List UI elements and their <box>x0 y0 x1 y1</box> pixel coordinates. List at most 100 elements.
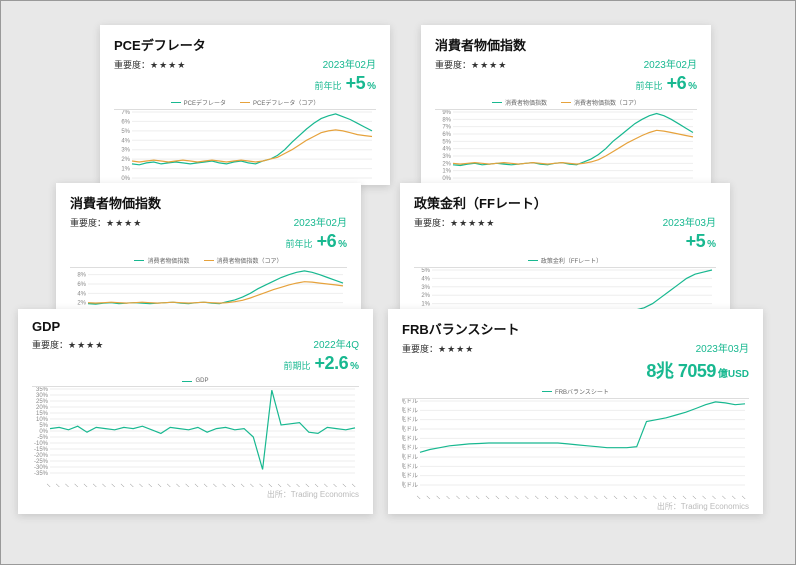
svg-text:|: | <box>416 495 421 499</box>
svg-text:5%: 5% <box>421 268 430 274</box>
svg-text:35%: 35% <box>36 387 49 393</box>
svg-text:-5%: -5% <box>37 435 48 441</box>
importance: 重要度：★★★★ <box>402 342 474 355</box>
svg-text:|: | <box>148 483 153 487</box>
card-ffr: 政策金利（FFレート）重要度：★★★★★2023年03月+5%政策金利（FFレー… <box>400 183 730 311</box>
svg-text:|: | <box>102 483 107 487</box>
svg-text:20%: 20% <box>36 405 49 411</box>
legend-item: GDP <box>182 378 208 384</box>
svg-text:1兆ドル: 1兆ドル <box>402 472 418 480</box>
svg-text:|: | <box>505 495 510 499</box>
card-value: 8兆 7059億USD <box>402 357 749 383</box>
importance: 重要度：★★★★★ <box>414 216 495 229</box>
svg-text:-10%: -10% <box>34 441 49 447</box>
legend-item: 消費者物価指数（コア） <box>204 256 283 265</box>
legend-swatch <box>240 102 250 103</box>
svg-text:|: | <box>682 495 687 499</box>
card-title: 消費者物価指数 <box>70 193 347 212</box>
svg-text:5兆ドル: 5兆ドル <box>402 434 418 442</box>
svg-text:|: | <box>342 483 347 487</box>
svg-text:|: | <box>166 483 171 487</box>
svg-text:|: | <box>324 483 329 487</box>
svg-text:0%: 0% <box>39 429 48 435</box>
svg-text:|: | <box>287 483 292 487</box>
svg-text:|: | <box>222 483 227 487</box>
svg-text:4兆ドル: 4兆ドル <box>402 444 418 452</box>
importance-label: 重要度： <box>414 218 450 228</box>
svg-text:|: | <box>456 495 461 499</box>
value-unit: % <box>338 239 347 250</box>
card-cpi_top: 消費者物価指数重要度：★★★★2023年02月前年比+6%消費者物価指数消費者物… <box>421 25 711 185</box>
legend-item: 消費者物価指数（コア） <box>561 98 640 107</box>
svg-text:-25%: -25% <box>34 459 49 465</box>
importance-label: 重要度： <box>32 340 68 350</box>
importance: 重要度：★★★★ <box>32 338 104 351</box>
legend-swatch <box>492 102 502 103</box>
svg-text:0%: 0% <box>442 176 451 180</box>
svg-text:30%: 30% <box>36 393 49 399</box>
importance-stars: ★★★★ <box>438 344 474 354</box>
chart-area: 0%1%2%3%4%5%6%7% <box>114 109 376 180</box>
value-unit: % <box>367 81 376 92</box>
svg-text:3兆ドル: 3兆ドル <box>402 453 418 461</box>
legend-label: 消費者物価指数（コア） <box>217 256 283 265</box>
svg-text:|: | <box>240 483 245 487</box>
svg-text:4%: 4% <box>442 147 451 153</box>
value-main: 8兆 7059 <box>646 357 716 383</box>
importance-label: 重要度： <box>402 344 438 354</box>
svg-text:|: | <box>268 483 273 487</box>
svg-text:6%: 6% <box>77 282 86 288</box>
card-gdp: GDP重要度：★★★★2022年4Q前期比+2.6%GDP-35%-30%-25… <box>18 309 373 514</box>
importance: 重要度：★★★★ <box>70 216 142 229</box>
value-prefix: 前年比 <box>286 237 313 250</box>
chart-area: 0%2%4%6%8% <box>70 267 347 314</box>
svg-text:1%: 1% <box>442 169 451 175</box>
svg-text:|: | <box>351 483 356 487</box>
svg-text:|: | <box>653 495 658 499</box>
svg-text:2%: 2% <box>442 161 451 167</box>
card-date: 2022年4Q <box>313 336 359 351</box>
card-value: 前年比+6% <box>435 73 697 94</box>
svg-text:5%: 5% <box>121 129 130 135</box>
svg-text:25%: 25% <box>36 399 49 405</box>
svg-text:5%: 5% <box>39 423 48 429</box>
card-meta-row: 重要度：★★★★★2023年03月 <box>414 214 716 229</box>
importance: 重要度：★★★★ <box>114 58 186 71</box>
legend-label: 政策金利（FFレート） <box>541 256 602 265</box>
svg-text:|: | <box>712 495 717 499</box>
svg-text:|: | <box>185 483 190 487</box>
svg-text:|: | <box>55 483 60 487</box>
legend-swatch <box>204 260 214 261</box>
svg-text:|: | <box>554 495 559 499</box>
svg-text:4%: 4% <box>121 138 130 144</box>
legend-item: FRBバランスシート <box>542 387 609 396</box>
svg-text:-20%: -20% <box>34 453 49 459</box>
svg-text:8兆ドル: 8兆ドル <box>402 406 418 414</box>
svg-text:|: | <box>672 495 677 499</box>
svg-text:|: | <box>702 495 707 499</box>
svg-text:|: | <box>46 483 51 487</box>
card-footer: 出所：Trading Economics <box>32 489 359 500</box>
svg-text:|: | <box>584 495 589 499</box>
card-title: 消費者物価指数 <box>435 35 697 54</box>
svg-text:|: | <box>83 483 88 487</box>
svg-text:|: | <box>296 483 301 487</box>
svg-text:-35%: -35% <box>34 471 49 477</box>
card-date: 2023年03月 <box>696 340 749 355</box>
importance-stars: ★★★★ <box>106 218 142 228</box>
svg-text:0%: 0% <box>121 176 130 180</box>
svg-text:|: | <box>314 483 319 487</box>
legend-item: 政策金利（FFレート） <box>528 256 602 265</box>
card-meta-row: 重要度：★★★★ 2022年4Q <box>32 336 359 351</box>
svg-text:1%: 1% <box>121 167 130 173</box>
svg-text:|: | <box>277 483 282 487</box>
card-value: +5% <box>414 231 716 252</box>
value-unit: 億USD <box>718 365 749 380</box>
svg-text:2兆ドル: 2兆ドル <box>402 462 418 470</box>
svg-text:9兆ドル: 9兆ドル <box>402 399 418 405</box>
value-main: +6 <box>317 231 337 252</box>
legend-swatch <box>542 391 552 392</box>
svg-text:|: | <box>74 483 79 487</box>
svg-text:|: | <box>259 483 264 487</box>
svg-text:|: | <box>120 483 125 487</box>
